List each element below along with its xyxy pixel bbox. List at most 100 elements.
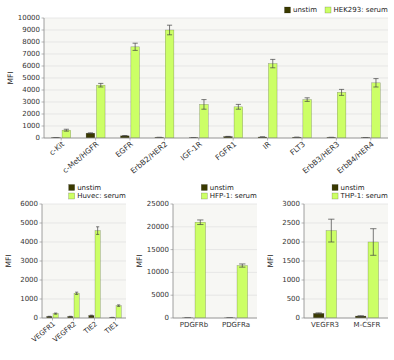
grid-line	[44, 54, 388, 55]
series	[53, 227, 121, 318]
panel: 0100020003000400050006000700080009000100…	[6, 6, 388, 176]
grid-line	[304, 223, 388, 224]
legend-swatch	[69, 185, 75, 191]
tick-label: 8000	[22, 38, 40, 46]
x-axis: PDGFRb PDGFRa	[180, 318, 250, 329]
tick-mark	[130, 138, 131, 141]
bar	[165, 30, 174, 138]
grid-line	[44, 102, 388, 103]
tick-mark	[164, 138, 165, 141]
legend-swatch	[325, 7, 331, 13]
tick-label: FLT3	[288, 139, 307, 157]
legend-label: HFP-1: serum	[210, 192, 257, 200]
tick-mark	[198, 138, 199, 141]
tick-label: 2000	[282, 238, 300, 246]
plot-background	[42, 204, 126, 318]
grid-line	[173, 249, 257, 250]
tick-label: 5000	[22, 74, 40, 82]
y-axis-line	[304, 204, 305, 318]
tick-mark	[95, 138, 96, 141]
legend-item: unstim	[332, 184, 365, 192]
grid-line	[304, 318, 388, 319]
tick-label: ErbB2/HER2	[129, 139, 170, 175]
grid-line	[42, 242, 126, 243]
tick-label: 0	[165, 314, 169, 322]
legend: unstimHuvec: serum	[69, 184, 126, 201]
error-bar	[167, 25, 172, 35]
error-bar	[69, 316, 72, 317]
bar	[95, 231, 100, 318]
error-bar	[236, 104, 241, 109]
tick-label: PDGFRb	[180, 321, 209, 329]
panel: 0100020003000400050006000VEGFR1VEGFR2TIE…	[4, 184, 126, 345]
marks	[47, 227, 122, 318]
bar	[62, 130, 71, 138]
y-axis-label: MFI	[266, 255, 275, 268]
tick-label: VEGFR3	[311, 321, 339, 329]
x-axis: VEGFR3M-CSFR	[311, 318, 381, 329]
legend-item: unstim	[69, 184, 102, 192]
error-bar	[339, 89, 344, 95]
bar	[372, 83, 381, 138]
error-bar	[88, 132, 93, 134]
tick-label: c-Met/HGFR	[61, 140, 101, 175]
bar	[237, 266, 248, 318]
grid-line	[44, 66, 388, 67]
bar	[53, 314, 58, 318]
tick-label: 1000	[20, 295, 38, 303]
tick-mark	[336, 138, 337, 141]
series	[313, 313, 366, 318]
error-bar	[133, 43, 138, 50]
bar	[195, 222, 206, 318]
error-bar	[96, 227, 99, 235]
tick-label: 10000	[147, 268, 169, 276]
legend-label: unstim	[210, 184, 234, 192]
tick-label: FGFR1	[214, 139, 239, 162]
y-axis-line	[173, 204, 174, 318]
legend-item: unstim	[284, 6, 317, 14]
tick-label: 4000	[22, 86, 40, 94]
bar	[116, 306, 121, 318]
tick-label: 7000	[22, 50, 40, 58]
error-bar	[305, 98, 310, 102]
tick-label: 2500	[282, 219, 300, 227]
grid-line	[173, 226, 257, 227]
tick-label: TIE2	[82, 320, 100, 337]
panel: 050010001500200025003000VEGFR3M-CSFRMFIu…	[266, 184, 388, 329]
y-axis: 0100020003000400050006000	[20, 200, 126, 322]
grid-line	[173, 204, 257, 205]
legend-item: HFP-1: serum	[201, 192, 257, 200]
error-bar	[358, 315, 364, 317]
error-bar	[197, 220, 203, 225]
legend-swatch	[69, 193, 75, 199]
tick-label: 1000	[22, 122, 40, 130]
grid-line	[173, 318, 257, 319]
grid-line	[44, 114, 388, 115]
tick-label: 500	[287, 295, 300, 303]
y-axis-label: MFI	[6, 72, 15, 85]
legend-swatch	[332, 185, 338, 191]
y-axis: 050010001500200025003000	[282, 200, 388, 322]
tick-label: PDGFRa	[222, 321, 250, 329]
legend-swatch	[284, 7, 290, 13]
tick-label: EGFR	[114, 140, 135, 160]
legend-item: THP-1: serum	[332, 192, 388, 200]
tick-label: c-Kit	[47, 140, 66, 158]
legend-label: Huvec: serum	[77, 192, 126, 200]
error-bar	[48, 316, 51, 317]
tick-label: 2000	[20, 276, 38, 284]
grid-line	[42, 299, 126, 300]
bar	[234, 107, 243, 138]
x-axis-line	[42, 318, 126, 319]
grid-line	[304, 204, 388, 205]
legend-item: HEK293: serum	[325, 6, 388, 14]
tick-mark	[370, 138, 371, 141]
tick-label: 9000	[22, 26, 40, 34]
series	[326, 219, 379, 318]
y-axis-label: MFI	[135, 255, 144, 268]
legend-label: unstim	[293, 6, 317, 14]
tick-label: 0	[34, 314, 38, 322]
chart: 0100020003000400050006000700080009000100…	[0, 0, 394, 360]
y-axis-label: MFI	[4, 255, 13, 268]
legend-swatch	[332, 193, 338, 199]
